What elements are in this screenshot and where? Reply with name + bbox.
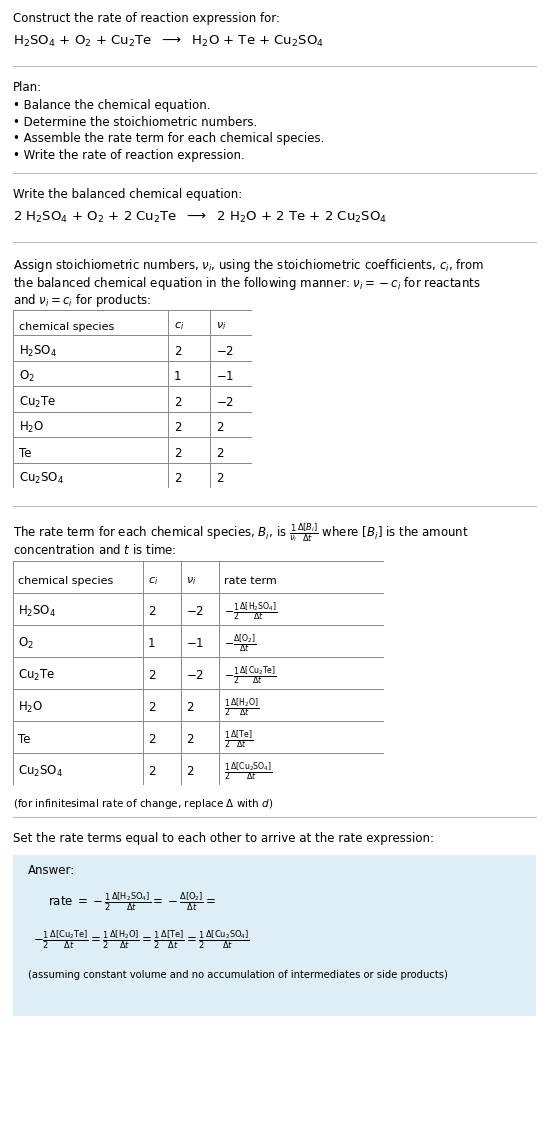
Text: The rate term for each chemical species, $B_i$, is $\frac{1}{\nu_i}\frac{\Delta[: The rate term for each chemical species,…	[13, 521, 469, 544]
Text: $\nu_i$: $\nu_i$	[216, 321, 227, 332]
Text: $-\frac{1}{2}\frac{\Delta[\mathrm{Cu_2Te}]}{\Delta t} = \frac{1}{2}\frac{\Delta[: $-\frac{1}{2}\frac{\Delta[\mathrm{Cu_2Te…	[33, 929, 250, 951]
Text: 2: 2	[186, 765, 193, 777]
Text: H$_2$SO$_4$: H$_2$SO$_4$	[18, 603, 56, 619]
Text: 2: 2	[186, 733, 193, 745]
Text: $\frac{1}{2}\frac{\Delta[\mathrm{H_2O}]}{\Delta t}$: $\frac{1}{2}\frac{\Delta[\mathrm{H_2O}]}…	[224, 695, 259, 718]
Text: Te: Te	[18, 733, 31, 745]
Text: H$_2$O: H$_2$O	[19, 420, 44, 436]
Text: 1: 1	[148, 636, 156, 650]
Text: $\nu_i$: $\nu_i$	[186, 575, 197, 586]
Text: 2: 2	[148, 765, 156, 777]
Text: 2: 2	[186, 701, 193, 714]
Text: $-$2: $-$2	[186, 669, 204, 682]
Text: H$_2$O: H$_2$O	[18, 700, 43, 715]
Text: $\frac{1}{2}\frac{\Delta[\mathrm{Te}]}{\Delta t}$: $\frac{1}{2}\frac{\Delta[\mathrm{Te}]}{\…	[224, 727, 253, 751]
Text: 2: 2	[216, 472, 223, 485]
Text: $-$1: $-$1	[186, 636, 204, 650]
Text: 2: 2	[148, 604, 156, 618]
Text: O$_2$: O$_2$	[19, 369, 35, 385]
Text: • Assemble the rate term for each chemical species.: • Assemble the rate term for each chemic…	[13, 132, 324, 145]
Text: $-$1: $-$1	[216, 370, 234, 384]
Text: Construct the rate of reaction expression for:: Construct the rate of reaction expressio…	[13, 13, 280, 25]
Text: 1: 1	[174, 370, 181, 384]
Text: rate term: rate term	[224, 576, 277, 586]
Text: 2: 2	[174, 447, 181, 460]
Text: 2 H$_2$SO$_4$ + O$_2$ + 2 Cu$_2$Te  $\longrightarrow$  2 H$_2$O + 2 Te + 2 Cu$_2: 2 H$_2$SO$_4$ + O$_2$ + 2 Cu$_2$Te $\lon…	[13, 211, 387, 225]
Text: • Determine the stoichiometric numbers.: • Determine the stoichiometric numbers.	[13, 115, 257, 129]
Text: $-$2: $-$2	[216, 396, 234, 409]
Text: 2: 2	[216, 421, 223, 435]
Text: H$_2$SO$_4$ + O$_2$ + Cu$_2$Te  $\longrightarrow$  H$_2$O + Te + Cu$_2$SO$_4$: H$_2$SO$_4$ + O$_2$ + Cu$_2$Te $\longrig…	[13, 34, 324, 49]
Text: $-\frac{1}{2}\frac{\Delta[\mathrm{H_2SO_4}]}{\Delta t}$: $-\frac{1}{2}\frac{\Delta[\mathrm{H_2SO_…	[224, 600, 277, 622]
Text: Cu$_2$Te: Cu$_2$Te	[19, 395, 56, 410]
Text: 2: 2	[148, 669, 156, 682]
Text: (for infinitesimal rate of change, replace $\Delta$ with $d$): (for infinitesimal rate of change, repla…	[13, 798, 273, 811]
Text: 2: 2	[148, 701, 156, 714]
Text: Assign stoichiometric numbers, $\nu_i$, using the stoichiometric coefficients, $: Assign stoichiometric numbers, $\nu_i$, …	[13, 257, 484, 274]
Text: • Balance the chemical equation.: • Balance the chemical equation.	[13, 99, 211, 112]
Text: chemical species: chemical species	[19, 322, 114, 331]
Text: O$_2$: O$_2$	[18, 635, 34, 651]
Text: $-\frac{\Delta[\mathrm{O_2}]}{\Delta t}$: $-\frac{\Delta[\mathrm{O_2}]}{\Delta t}$	[224, 632, 257, 654]
Text: $-\frac{1}{2}\frac{\Delta[\mathrm{Cu_2Te}]}{\Delta t}$: $-\frac{1}{2}\frac{\Delta[\mathrm{Cu_2Te…	[224, 663, 277, 686]
Text: Te: Te	[19, 447, 32, 460]
Text: $c_i$: $c_i$	[174, 321, 184, 332]
Text: $c_i$: $c_i$	[148, 575, 158, 586]
Text: $\frac{1}{2}\frac{\Delta[\mathrm{Cu_2SO_4}]}{\Delta t}$: $\frac{1}{2}\frac{\Delta[\mathrm{Cu_2SO_…	[224, 760, 272, 783]
Text: and $\nu_i = c_i$ for products:: and $\nu_i = c_i$ for products:	[13, 292, 151, 310]
Text: 2: 2	[148, 733, 156, 745]
Text: 2: 2	[174, 396, 181, 409]
Text: chemical species: chemical species	[18, 576, 113, 586]
Text: $-$2: $-$2	[186, 604, 204, 618]
Text: Cu$_2$Te: Cu$_2$Te	[18, 668, 55, 683]
Text: Set the rate terms equal to each other to arrive at the rate expression:: Set the rate terms equal to each other t…	[13, 833, 434, 846]
Text: $-$2: $-$2	[216, 345, 234, 357]
Text: Answer:: Answer:	[28, 865, 75, 877]
Text: Plan:: Plan:	[13, 81, 42, 94]
Text: 2: 2	[174, 421, 181, 435]
Text: • Write the rate of reaction expression.: • Write the rate of reaction expression.	[13, 148, 245, 162]
FancyBboxPatch shape	[8, 852, 541, 1019]
Text: (assuming constant volume and no accumulation of intermediates or side products): (assuming constant volume and no accumul…	[28, 971, 448, 981]
Text: the balanced chemical equation in the following manner: $\nu_i = -c_i$ for react: the balanced chemical equation in the fo…	[13, 274, 480, 291]
Text: concentration and $t$ is time:: concentration and $t$ is time:	[13, 544, 176, 558]
Text: 2: 2	[174, 472, 181, 485]
Text: rate $= -\frac{1}{2}\frac{\Delta[\mathrm{H_2SO_4}]}{\Delta t} = -\frac{\Delta[\m: rate $= -\frac{1}{2}\frac{\Delta[\mathrm…	[48, 891, 216, 913]
Text: H$_2$SO$_4$: H$_2$SO$_4$	[19, 344, 57, 358]
Text: 2: 2	[216, 447, 223, 460]
Text: Write the balanced chemical equation:: Write the balanced chemical equation:	[13, 188, 242, 201]
Text: Cu$_2$SO$_4$: Cu$_2$SO$_4$	[18, 764, 63, 778]
Text: Cu$_2$SO$_4$: Cu$_2$SO$_4$	[19, 471, 64, 486]
Text: 2: 2	[174, 345, 181, 357]
